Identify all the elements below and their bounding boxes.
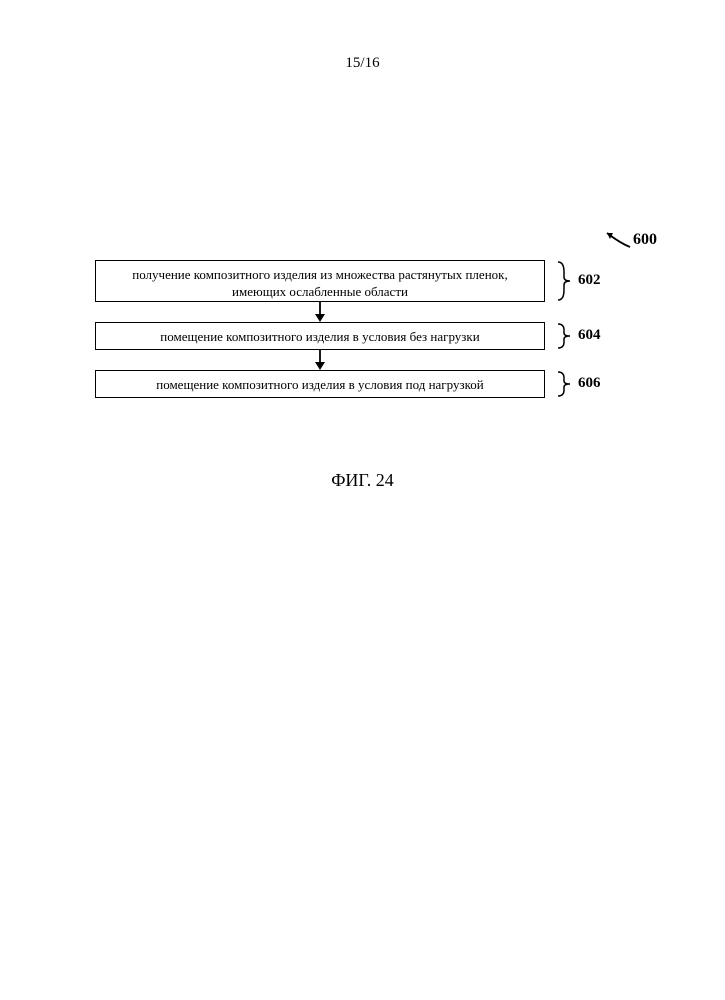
page-number: 15/16 [345, 55, 379, 72]
box-label-bracket: 604 [556, 322, 601, 350]
flow-box-3: помещение композитного изделия в условия… [95, 370, 545, 398]
flowchart: 600 получение композитного изделия из мн… [95, 260, 625, 398]
flow-box-text: помещение композитного изделия в условия… [160, 329, 479, 344]
box-label-text: 606 [578, 374, 601, 394]
reference-label: 600 [633, 231, 657, 249]
flow-arrow [95, 302, 545, 322]
flow-arrow [95, 350, 545, 370]
flow-box-1: получение композитного изделия из множес… [95, 260, 545, 302]
reference-arrow: 600 [595, 225, 655, 258]
figure-caption: ФИГ. 24 [331, 470, 394, 491]
box-label-bracket: 602 [556, 260, 601, 302]
box-label-text: 602 [578, 271, 601, 291]
flow-box-2: помещение композитного изделия в условия… [95, 322, 545, 350]
flow-box-text: помещение композитного изделия в условия… [156, 377, 483, 392]
flow-box-text: получение композитного изделия из множес… [132, 267, 507, 299]
box-label-text: 604 [578, 326, 601, 346]
box-label-bracket: 606 [556, 370, 601, 398]
